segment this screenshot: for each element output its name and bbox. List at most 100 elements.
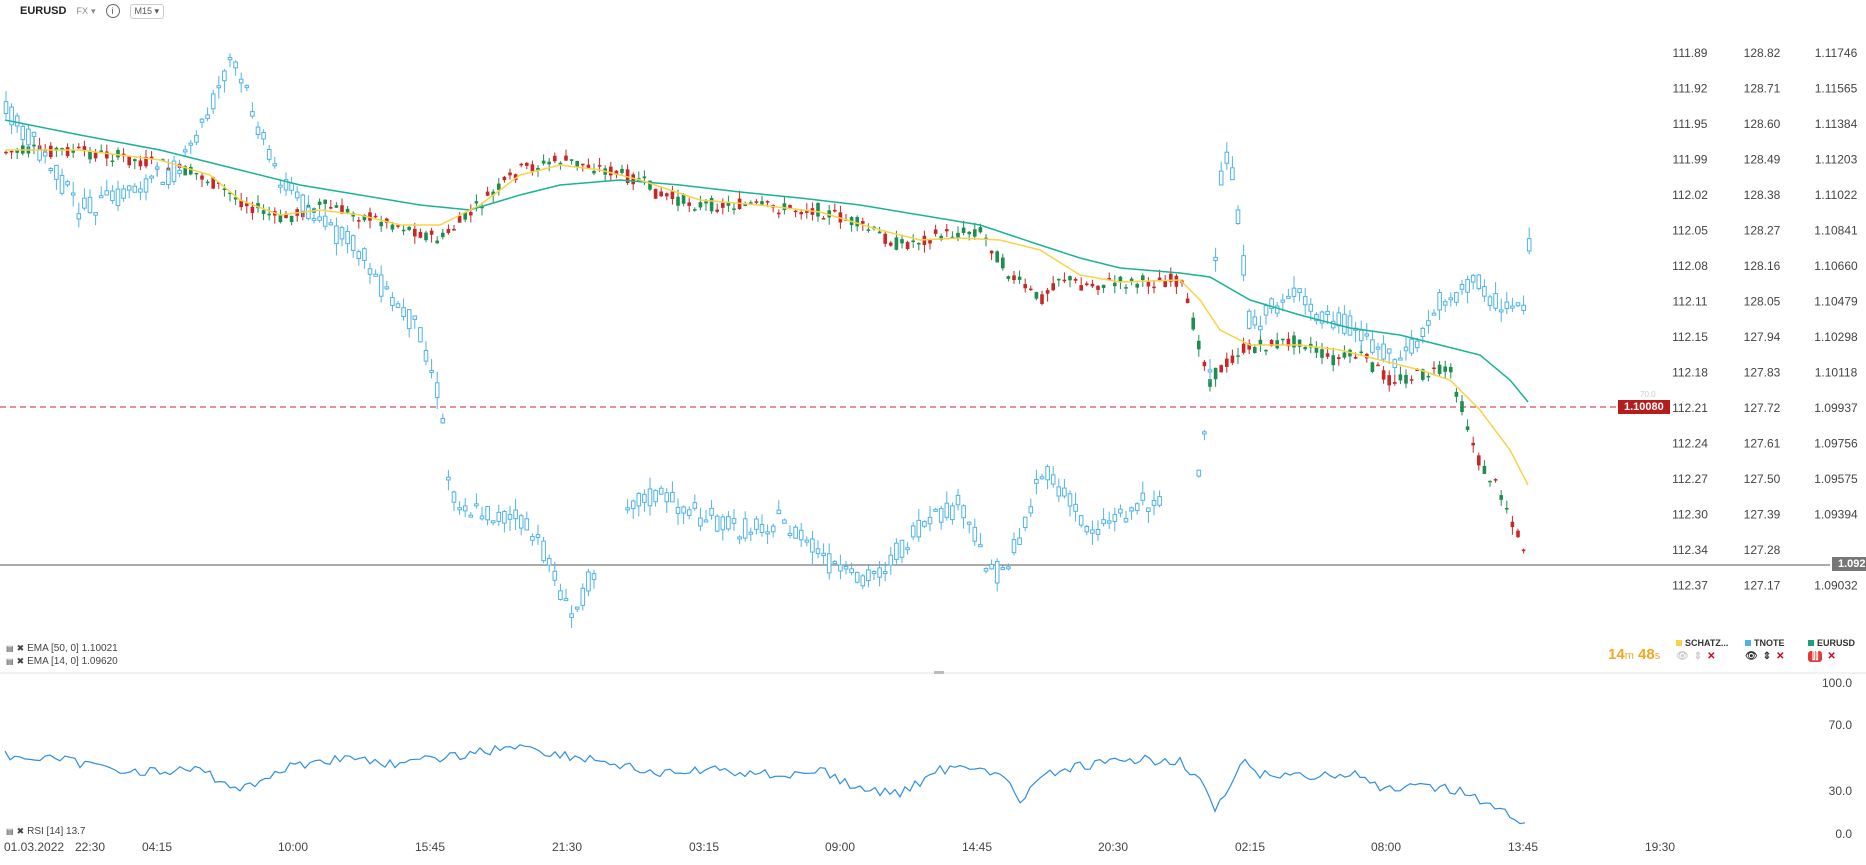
axis-label-col3: 1.10298 — [1814, 330, 1858, 344]
ema50-line — [4, 119, 1529, 403]
candle-body — [553, 155, 557, 162]
sort-icon[interactable]: ⇕ — [1762, 651, 1772, 662]
axis-label-col3: 1.10841 — [1814, 224, 1858, 238]
tnote-candle-body — [1073, 503, 1078, 512]
tnote-candle-body — [524, 518, 530, 531]
candle-body — [1505, 508, 1509, 510]
candle-body — [357, 220, 361, 222]
tnote-candle-body — [1157, 496, 1162, 506]
eye-icon[interactable]: 👁 — [1676, 651, 1689, 662]
tnote-candle-body — [1342, 313, 1347, 334]
axis-label-col3: 1.10660 — [1814, 259, 1858, 273]
tnote-candle-body — [1050, 474, 1056, 485]
close-icon[interactable]: ✖ — [16, 643, 25, 653]
instrument-tnote[interactable]: TNOTE 👁 ⇕ ✕ — [1745, 638, 1785, 662]
tnote-candle-body — [591, 573, 597, 581]
candle-body — [1353, 357, 1358, 359]
close-icon[interactable]: ✖ — [16, 826, 25, 836]
time-axis-label: 02:15 — [1235, 840, 1265, 854]
symbol-label[interactable]: EURUSD — [20, 5, 67, 17]
tnote-candle-body — [1314, 313, 1319, 322]
tnote-candle-body — [451, 491, 457, 503]
tnote-candle-body — [1011, 539, 1017, 554]
tnote-candle-body — [1235, 209, 1241, 225]
tnote-candle-body — [1370, 339, 1375, 353]
tnote-candle-body — [804, 539, 810, 543]
tnote-candle-body — [149, 175, 154, 179]
tnote-candle-body — [1022, 516, 1028, 529]
axis-label-col2: 128.82 — [1744, 46, 1781, 60]
candle-body — [749, 202, 753, 204]
axis-label-col2: 128.27 — [1744, 224, 1781, 238]
tnote-candle-body — [70, 192, 76, 196]
axis-label-col2: 128.38 — [1744, 188, 1781, 202]
candle-body — [743, 204, 747, 207]
candle-body — [323, 199, 327, 204]
eye-icon[interactable]: ▤ — [6, 657, 14, 666]
close-icon[interactable]: ✕ — [1827, 651, 1836, 662]
eye-icon[interactable]: ▤ — [6, 827, 14, 836]
candle-body — [989, 250, 994, 254]
close-icon[interactable]: ✕ — [1776, 651, 1785, 662]
legend-rsi[interactable]: ▤ ✖ RSI [14] 13.7 — [6, 826, 85, 837]
chart-type-candles-icon[interactable]: ⫿⫿ — [1808, 651, 1823, 662]
candle-body — [284, 213, 288, 219]
candle-body — [1398, 374, 1403, 381]
order-line-price-tag[interactable]: 1.10080 — [1618, 400, 1670, 414]
tnote-candle-body — [1078, 515, 1084, 526]
tnote-candle-body — [1504, 301, 1510, 310]
candle-body — [905, 242, 910, 249]
tnote-candle-body — [938, 508, 944, 523]
candle-body — [889, 242, 893, 246]
candle-body — [681, 194, 686, 204]
candle-body — [508, 172, 512, 176]
instrument-type[interactable]: FX ▾ — [76, 6, 95, 17]
candle-body — [362, 214, 367, 221]
axis-label-col3: 1.09756 — [1814, 437, 1858, 451]
chevron-down-icon[interactable]: ▾ — [90, 5, 96, 16]
candle-body — [1331, 355, 1335, 366]
eye-icon[interactable]: 👁 — [1745, 651, 1758, 662]
info-icon[interactable]: i — [105, 4, 120, 18]
candle-body — [396, 225, 400, 227]
time-axis-label: 01.03.2022 — [4, 840, 64, 854]
instrument-eurusd[interactable]: EURUSD ⫿⫿ ✕ — [1808, 638, 1855, 662]
tnote-candle-body — [630, 500, 636, 510]
candle-body — [1241, 343, 1246, 353]
candle-body — [1510, 521, 1515, 528]
tnote-candle-body — [65, 181, 70, 186]
candle-body — [1409, 379, 1414, 381]
close-icon[interactable]: ✖ — [16, 656, 25, 666]
timeframe-selector[interactable]: M15 ▾ — [129, 3, 165, 19]
eye-icon[interactable]: ▤ — [6, 644, 14, 653]
candle-body — [928, 239, 932, 244]
candle-body — [726, 202, 731, 206]
candle-body — [1045, 290, 1050, 294]
tnote-candle-body — [210, 93, 216, 110]
candle-body — [32, 144, 36, 147]
legend-ema50[interactable]: ▤ ✖ EMA [50, 0] 1.10021 — [6, 643, 118, 654]
current-price: 1.09215 — [1838, 558, 1866, 570]
tnote-candle-body — [160, 181, 166, 185]
candle-body — [127, 155, 131, 166]
timer-seconds-unit: s — [1654, 650, 1661, 662]
axis-label-col2: 128.16 — [1744, 259, 1781, 273]
candle-body — [1337, 357, 1341, 360]
candle-body — [721, 202, 725, 208]
tnote-candle-body — [1140, 492, 1146, 501]
candle-body — [446, 229, 451, 233]
candle-body — [754, 201, 759, 203]
candle-body — [620, 168, 624, 173]
tnote-candle-body — [3, 101, 9, 115]
close-icon[interactable]: ✕ — [1707, 651, 1716, 662]
tnote-candle-body — [776, 509, 782, 515]
tnote-candle-body — [1386, 348, 1392, 354]
legend-ema14[interactable]: ▤ ✖ EMA [14, 0] 1.09620 — [6, 656, 118, 667]
sort-icon[interactable]: ⇕ — [1693, 651, 1703, 662]
tnote-candle-body — [1006, 566, 1011, 570]
candle-body — [911, 240, 915, 242]
tnote-color-swatch — [1745, 640, 1751, 646]
instrument-schatz[interactable]: SCHATZ... 👁 ⇕ ✕ — [1676, 638, 1728, 662]
tnote-candle-body — [177, 169, 182, 175]
